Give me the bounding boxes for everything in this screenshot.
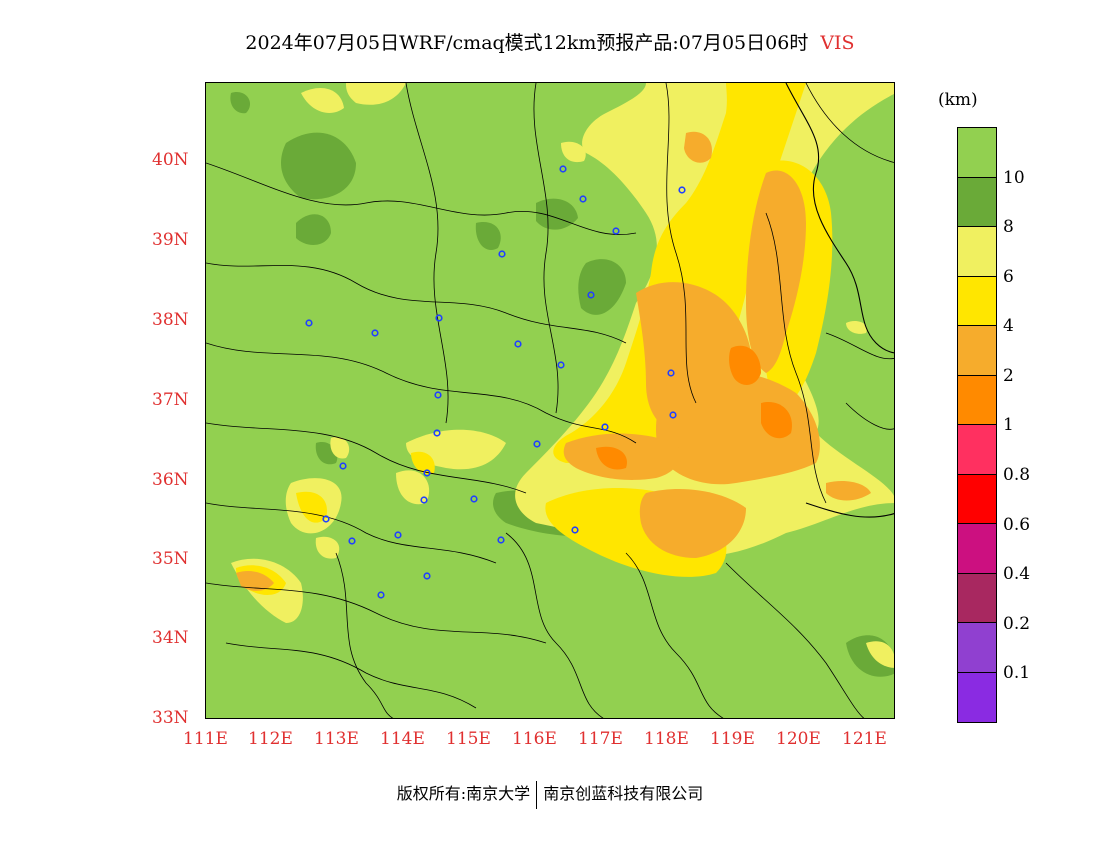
lon-tick-114e: 114E — [380, 729, 425, 749]
lon-tick-119e: 119E — [710, 729, 755, 749]
legend-label-0-2: 0.2 — [1003, 614, 1031, 634]
lat-tick-37n: 37N — [152, 390, 189, 410]
legend-label-0-1: 0.1 — [1003, 663, 1031, 683]
title-text: 2024年07月05日WRF/cmaq模式12km预报产品:07月05日06时 — [245, 32, 809, 54]
colorbar-segment — [958, 375, 996, 425]
legend-unit: (km) — [938, 90, 978, 110]
lon-tick-118e: 118E — [644, 729, 689, 749]
lat-tick-35n: 35N — [152, 549, 189, 569]
city-markers — [305, 165, 686, 599]
lon-tick-115e: 115E — [446, 729, 491, 749]
lon-tick-112e: 112E — [248, 729, 293, 749]
chart-title: 2024年07月05日WRF/cmaq模式12km预报产品:07月05日06时 V… — [0, 28, 1100, 55]
colorbar-segment — [958, 425, 996, 475]
colorbar-segment — [958, 227, 996, 277]
footer-separator — [536, 780, 538, 809]
footer: 版权所有:南京大学 南京创蓝科技有限公司 — [0, 780, 1100, 809]
lon-tick-111e: 111E — [183, 729, 228, 749]
legend-label-1: 1 — [1003, 415, 1014, 435]
colorbar-segment — [958, 573, 996, 623]
legend-label-0-4: 0.4 — [1003, 564, 1031, 584]
copyright-text: 版权所有:南京大学 — [396, 784, 531, 803]
lon-tick-116e: 116E — [512, 729, 557, 749]
lon-tick-113e: 113E — [314, 729, 359, 749]
colorbar-segment — [958, 276, 996, 326]
colorbar — [957, 127, 997, 723]
colorbar-segment — [958, 672, 996, 722]
coastline — [785, 83, 894, 518]
legend-label-4: 4 — [1003, 316, 1014, 336]
lat-tick-36n: 36N — [152, 470, 189, 490]
lon-tick-117e: 117E — [578, 729, 623, 749]
lon-tick-121e: 121E — [842, 729, 887, 749]
colorbar-segment — [958, 524, 996, 574]
visibility-map — [206, 83, 894, 718]
lat-tick-40n: 40N — [152, 150, 189, 170]
lat-tick-33n: 33N — [152, 708, 189, 728]
legend-label-10: 10 — [1003, 168, 1025, 188]
map-panel — [205, 82, 895, 719]
legend-label-8: 8 — [1003, 217, 1014, 237]
lon-tick-120e: 120E — [776, 729, 821, 749]
legend-label-6: 6 — [1003, 267, 1014, 287]
variable-name: VIS — [820, 32, 855, 54]
deep-orange-regions — [596, 345, 792, 470]
orange-regions — [236, 131, 871, 591]
colorbar-segment — [958, 326, 996, 376]
province-boundaries — [206, 83, 894, 718]
legend-label-0-8: 0.8 — [1003, 465, 1031, 485]
lat-tick-39n: 39N — [152, 230, 189, 250]
colorbar-segment — [958, 177, 996, 227]
lat-tick-38n: 38N — [152, 310, 189, 330]
lat-tick-34n: 34N — [152, 628, 189, 648]
legend-label-0-6: 0.6 — [1003, 515, 1031, 535]
colorbar-segment — [958, 128, 996, 178]
legend-label-2: 2 — [1003, 366, 1014, 386]
company-name: 南京创蓝科技有限公司 — [543, 784, 704, 803]
colorbar-segment — [958, 474, 996, 524]
colorbar-segment — [958, 623, 996, 673]
